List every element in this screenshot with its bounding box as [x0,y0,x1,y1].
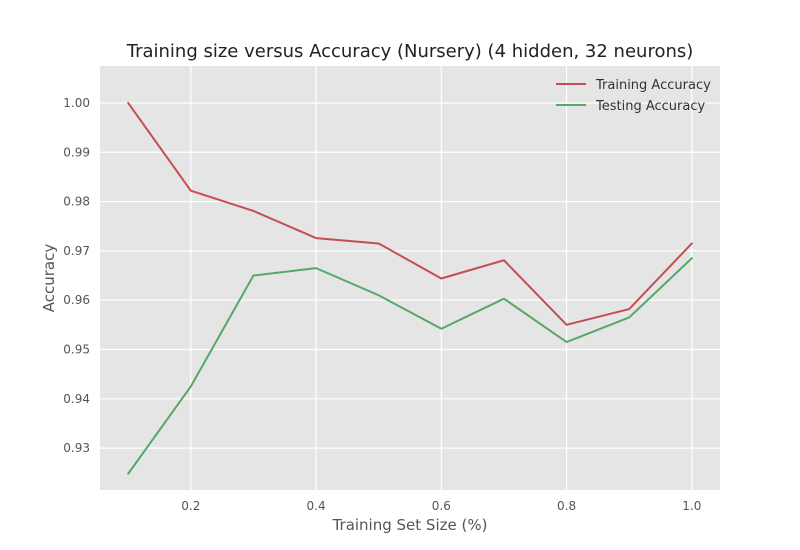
y-tick-label: 0.96 [63,293,90,307]
legend: Training Accuracy Testing Accuracy [556,78,711,114]
y-axis-label: Accuracy [40,244,58,313]
x-tick-label: 1.0 [682,499,701,513]
series-line-testing-accuracy [127,257,693,475]
legend-label-testing: Testing Accuracy [595,99,705,114]
y-tick-label: 0.97 [63,244,90,258]
grid-lines [100,66,720,490]
y-tick-label: 0.94 [63,392,90,406]
series-layer [127,101,693,475]
x-tick-label: 0.6 [432,499,451,513]
x-tick-label: 0.2 [181,499,200,513]
x-tick-label: 0.8 [557,499,576,513]
series-line-training-accuracy [127,101,693,326]
y-ticks: 0.93 0.94 0.95 0.96 0.97 0.98 0.99 1.00 [63,96,90,455]
y-tick-label: 0.95 [63,342,90,356]
x-axis-label: Training Set Size (%) [332,516,488,534]
y-tick-label: 0.98 [63,195,90,209]
x-ticks: 0.2 0.4 0.6 0.8 1.0 [181,499,701,513]
legend-label-training: Training Accuracy [595,78,711,93]
y-tick-label: 0.93 [63,441,90,455]
chart-title: Training size versus Accuracy (Nursery) … [126,41,694,62]
y-tick-label: 0.99 [63,145,90,159]
y-tick-label: 1.00 [63,96,90,110]
plot-background [100,66,720,490]
x-tick-label: 0.4 [307,499,326,513]
